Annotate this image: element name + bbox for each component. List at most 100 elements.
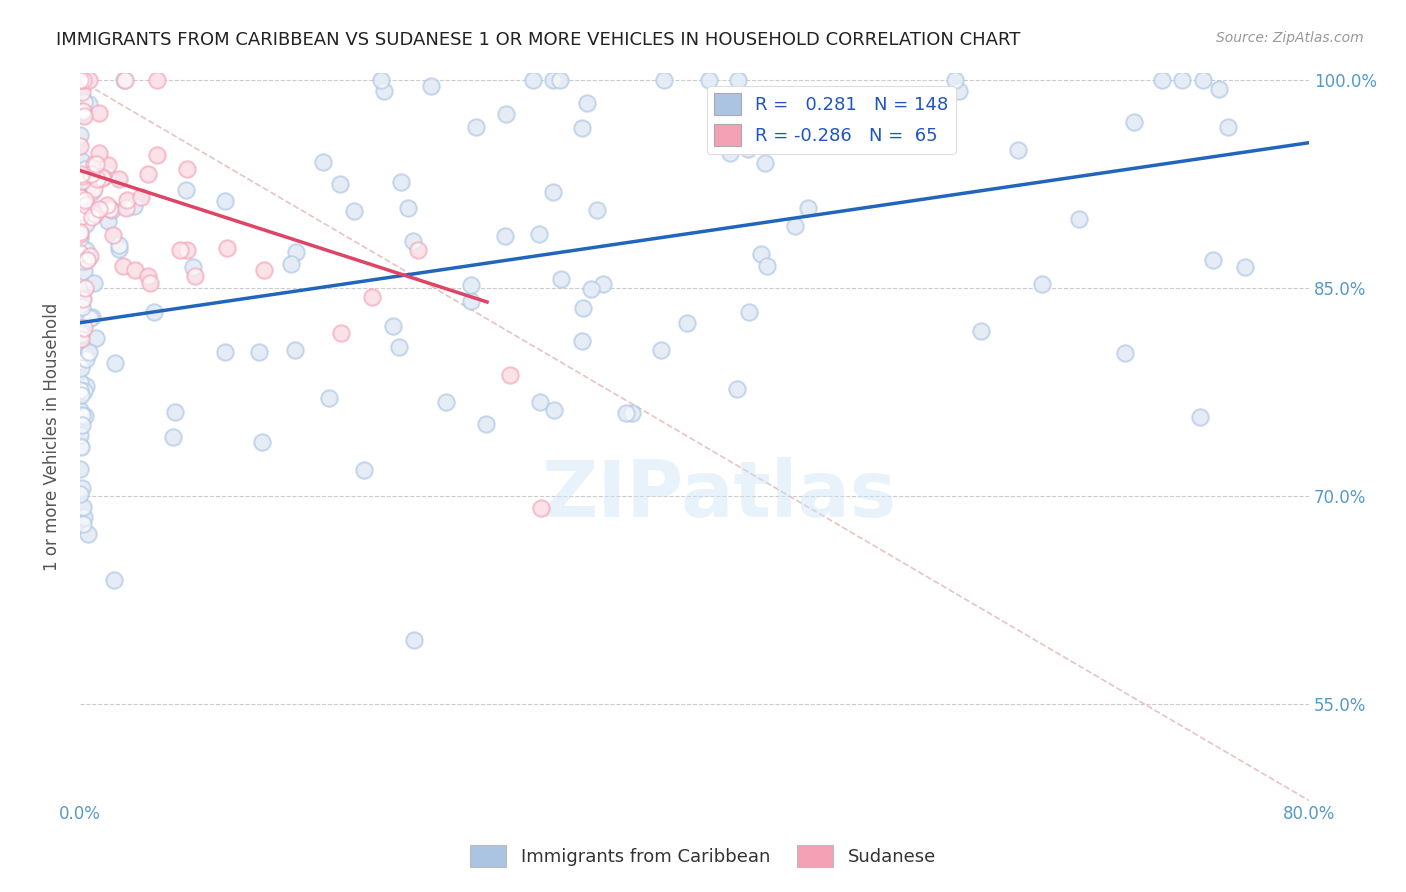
Point xyxy=(434,394,457,409)
Point xyxy=(145,148,167,162)
Point xyxy=(83,207,105,221)
Point xyxy=(280,257,302,271)
Point xyxy=(330,326,353,341)
Point xyxy=(142,304,165,318)
Point xyxy=(541,73,564,87)
Point xyxy=(388,340,411,354)
Point xyxy=(284,343,307,358)
Point xyxy=(69,73,91,87)
Point xyxy=(250,435,273,450)
Point xyxy=(91,169,114,184)
Point xyxy=(75,217,97,231)
Point xyxy=(82,185,104,199)
Point xyxy=(115,201,138,215)
Point xyxy=(72,292,94,306)
Point xyxy=(737,142,759,156)
Point xyxy=(770,129,793,144)
Point xyxy=(69,402,91,417)
Point xyxy=(75,351,97,366)
Point xyxy=(169,244,191,258)
Point xyxy=(69,227,91,241)
Point xyxy=(75,214,97,228)
Point xyxy=(389,175,412,189)
Point xyxy=(69,326,91,341)
Point xyxy=(69,402,91,417)
Point xyxy=(69,189,91,203)
Point xyxy=(83,276,105,290)
Point xyxy=(398,201,420,215)
Point xyxy=(572,301,595,315)
Point xyxy=(718,146,741,161)
Point xyxy=(73,384,96,398)
Point xyxy=(72,241,94,255)
Point xyxy=(530,500,553,515)
Point xyxy=(353,463,375,477)
Point xyxy=(73,510,96,524)
Point xyxy=(1150,73,1173,87)
Point xyxy=(406,243,429,257)
Point xyxy=(146,73,169,87)
Point xyxy=(69,189,91,203)
Point xyxy=(1192,73,1215,87)
Point xyxy=(785,219,807,233)
Point xyxy=(1114,346,1136,360)
Point xyxy=(70,191,93,205)
Point xyxy=(571,334,593,348)
Point xyxy=(181,260,204,274)
Point xyxy=(527,227,550,242)
Point xyxy=(494,229,516,244)
Point xyxy=(69,332,91,346)
Point xyxy=(69,225,91,239)
Point xyxy=(181,260,204,274)
Point xyxy=(70,440,93,454)
Point xyxy=(360,290,382,304)
Point xyxy=(75,161,97,176)
Point xyxy=(83,207,105,221)
Point xyxy=(247,345,270,359)
Point xyxy=(576,95,599,110)
Text: IMMIGRANTS FROM CARIBBEAN VS SUDANESE 1 OR MORE VEHICLES IN HOUSEHOLD CORRELATIO: IMMIGRANTS FROM CARIBBEAN VS SUDANESE 1 … xyxy=(56,31,1021,49)
Point xyxy=(69,428,91,442)
Point xyxy=(75,243,97,257)
Point xyxy=(614,406,637,420)
Point xyxy=(541,73,564,87)
Point xyxy=(650,343,672,358)
Point xyxy=(215,241,238,255)
Point xyxy=(72,321,94,335)
Point xyxy=(737,142,759,156)
Point xyxy=(737,305,759,319)
Point xyxy=(138,168,160,182)
Point xyxy=(650,343,672,358)
Point xyxy=(176,162,198,177)
Point xyxy=(90,171,112,186)
Point xyxy=(72,173,94,187)
Point xyxy=(70,85,93,99)
Point xyxy=(250,435,273,450)
Point xyxy=(73,349,96,363)
Point xyxy=(86,170,108,185)
Point xyxy=(72,169,94,183)
Point xyxy=(494,229,516,244)
Point xyxy=(389,175,412,189)
Point xyxy=(388,340,411,354)
Point xyxy=(169,244,191,258)
Point xyxy=(70,105,93,120)
Point xyxy=(138,269,160,284)
Point xyxy=(69,211,91,225)
Point xyxy=(1216,120,1239,135)
Point xyxy=(329,177,352,191)
Point xyxy=(280,257,302,271)
Point xyxy=(114,73,136,87)
Point xyxy=(550,272,572,286)
Point xyxy=(77,526,100,541)
Point xyxy=(80,211,103,225)
Point xyxy=(718,146,741,161)
Point xyxy=(73,510,96,524)
Point xyxy=(69,227,91,241)
Point xyxy=(1216,120,1239,135)
Point xyxy=(83,181,105,195)
Point xyxy=(69,190,91,204)
Point xyxy=(80,208,103,222)
Point xyxy=(73,193,96,207)
Point xyxy=(381,319,404,334)
